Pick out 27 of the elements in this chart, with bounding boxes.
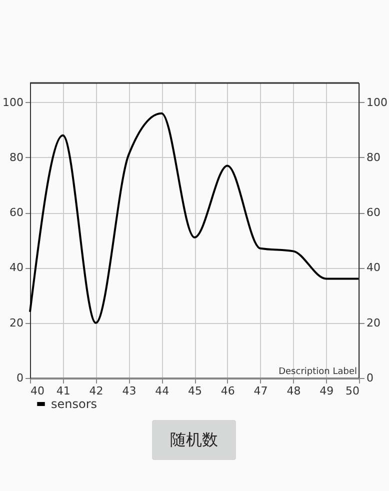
y2-tick-label: 0 — [366, 372, 374, 384]
x-tick-label: 40 — [30, 384, 44, 398]
y-tick-label: 100 — [2, 96, 24, 109]
y-tick-label: 80 — [10, 150, 24, 164]
y-tick-label: 60 — [10, 206, 24, 220]
text: 随机数 — [170, 430, 218, 449]
y2-tick-label: 60 — [366, 206, 380, 220]
x-tick-label: 48 — [286, 384, 301, 398]
x-tick-label: 46 — [220, 384, 235, 398]
y2-tick-label: 100 — [366, 96, 388, 109]
y2-tick-label: 20 — [366, 316, 380, 330]
x-tick-label: 45 — [188, 384, 202, 398]
x-tick-label: 42 — [89, 384, 104, 398]
y-tick-label: 40 — [10, 261, 24, 274]
y2-tick-label: 40 — [366, 261, 380, 274]
x-tick-label: 49 — [320, 384, 334, 398]
legend-label: sensors — [51, 397, 98, 411]
x-tick-label: 47 — [254, 384, 268, 398]
annotation: Description Label — [278, 367, 357, 377]
x-tick-label: 43 — [122, 384, 136, 398]
y-tick-label: 20 — [10, 316, 24, 330]
x-tick-label: 41 — [56, 384, 70, 398]
y-tick-label: 0 — [16, 372, 24, 384]
line-series — [29, 112, 360, 324]
x-tick-label: 50 — [346, 384, 360, 398]
y2-tick-label: 80 — [366, 150, 380, 164]
x-tick-label: 44 — [155, 384, 170, 398]
